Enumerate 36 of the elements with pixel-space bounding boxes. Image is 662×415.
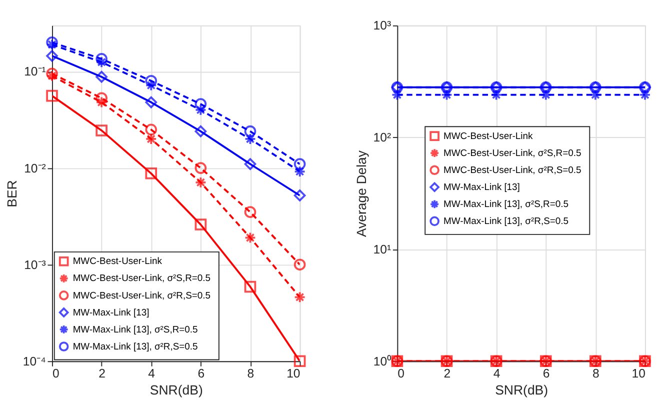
legend-label: MWC-Best-User-Link xyxy=(444,130,533,142)
y-tick-label: 10⁰ xyxy=(373,354,392,368)
x-tick-label: 10 xyxy=(286,366,300,381)
y-tick-label: 10² xyxy=(373,130,392,145)
x-tick-label: 0 xyxy=(52,366,60,381)
x-tick-label: 8 xyxy=(247,366,254,381)
legend-label: MWC-Best-User-Link, σ²R,S=0.5 xyxy=(72,290,211,302)
x-tick-label: 2 xyxy=(98,366,106,381)
x-axis-title: SNR(dB) xyxy=(495,382,548,398)
x-tick-label: 10 xyxy=(632,366,646,381)
y-tick-label: 10⁻² xyxy=(24,161,46,176)
x-tick-label: 8 xyxy=(592,366,600,381)
legend-label: MW-Max-Link [13], σ²R,S=0.5 xyxy=(444,216,569,228)
x-tick-label: 6 xyxy=(542,366,550,381)
legend-label: MW-Max-Link [13], σ²S,R=0.5 xyxy=(72,324,198,336)
y-axis-title: BER xyxy=(4,180,20,208)
y-tick-label: 10³ xyxy=(373,18,392,33)
legend-label: MW-Max-Link [13], σ²S,R=0.5 xyxy=(444,199,569,210)
x-tick-label: 4 xyxy=(148,366,156,381)
x-tick-label: 0 xyxy=(398,366,405,381)
x-tick-label: 2 xyxy=(444,366,451,381)
legend-label: MWC-Best-User-Link, σ²R,S=0.5 xyxy=(444,164,582,176)
x-axis-title: SNR(dB) xyxy=(150,382,203,398)
y-tick-label: 10⁻⁴ xyxy=(22,354,46,368)
legend-label: MW-Max-Link [13] xyxy=(444,182,520,193)
legend-label: MWC-Best-User-Link, σ²S,R=0.5 xyxy=(72,273,211,284)
x-tick-label: 4 xyxy=(493,366,500,381)
y-tick-label: 10⁻¹ xyxy=(24,64,46,79)
legend-label: MW-Max-Link [13], σ²R,S=0.5 xyxy=(72,341,198,352)
x-tick-label: 6 xyxy=(198,366,205,381)
legend-label: MW-Max-Link [13] xyxy=(72,307,150,318)
y-tick-label: 10¹ xyxy=(373,242,392,256)
y-tick-label: 10⁻³ xyxy=(24,258,46,272)
y-axis-title: Average Delay xyxy=(354,150,370,238)
legend-label: MWC-Best-User-Link xyxy=(72,256,162,268)
legend-label: MWC-Best-User-Link, σ²S,R=0.5 xyxy=(444,148,582,159)
